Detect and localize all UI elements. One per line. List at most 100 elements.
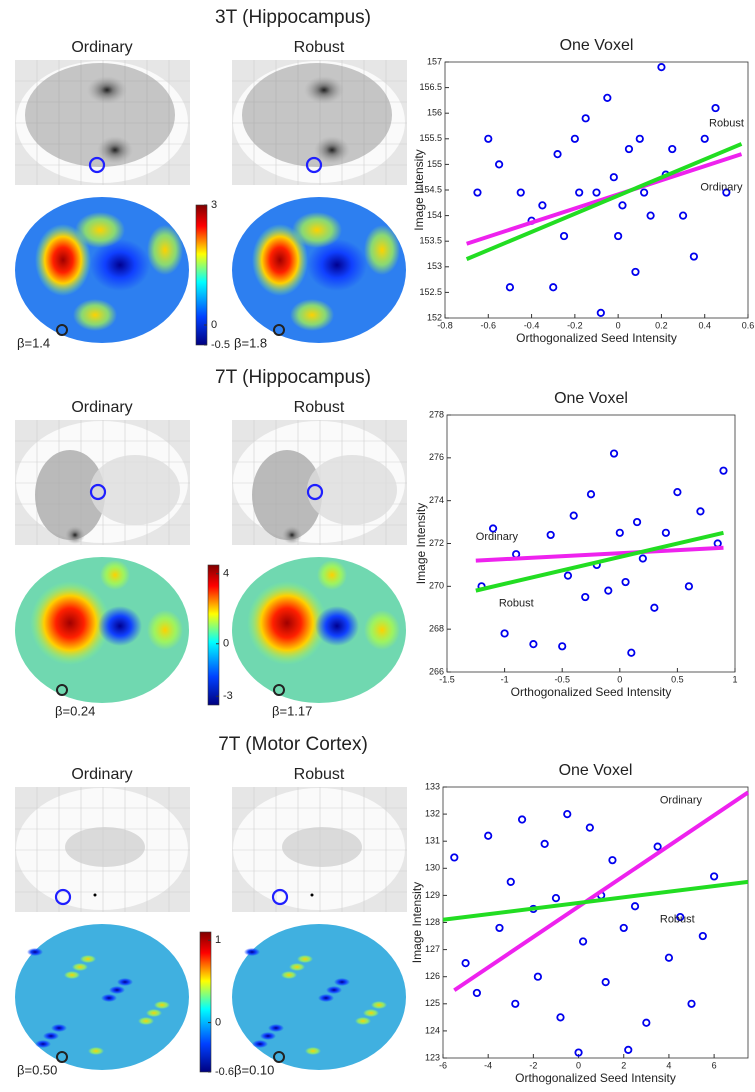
noise-spot [101,994,117,1002]
y-tick-label: 157 [427,56,442,66]
data-point [605,587,611,593]
plot-frame [447,415,735,672]
x-tick-label: -6 [439,1060,447,1070]
noise-spot [318,994,334,1002]
beta-label: β=0.10 [234,1062,274,1077]
noise-spot [88,1047,104,1055]
data-point [541,841,547,847]
noise-spot [43,1032,59,1040]
data-point [550,284,556,290]
data-point [474,990,480,996]
noise-spot [109,986,125,994]
data-point [702,136,708,142]
activation [87,76,127,104]
noise-spot [35,1040,51,1048]
y-tick-label: 272 [429,538,444,548]
colorbar-tick-label: 0 [215,1016,221,1028]
data-point [571,512,577,518]
data-point [518,189,524,195]
data-point [593,189,599,195]
data-point [634,519,640,525]
warm-spot [364,225,400,275]
noise-spot [252,1040,268,1048]
data-point [674,489,680,495]
noise-spot [117,978,133,986]
data-point [611,174,617,180]
x-tick-label: -4 [484,1060,492,1070]
chart-title: One Voxel [554,390,628,407]
line-label: Ordinary [660,794,703,806]
noise-spot [355,1017,371,1025]
x-tick-label: -1 [501,674,509,684]
y-tick-label: 133 [425,781,440,791]
activation [282,827,362,867]
data-point [530,641,536,647]
data-point [720,467,726,473]
section-title: 7T (Hippocampus) [215,367,371,388]
y-axis-label: Image Intensity [410,882,424,963]
data-point [559,643,565,649]
data-point [554,151,560,157]
data-point [519,816,525,822]
warm-spot [147,225,183,275]
y-tick-label: 156.5 [419,82,442,92]
activation [311,894,314,897]
map-label: Robust [294,766,345,783]
data-point [553,895,559,901]
y-tick-label: 154 [427,210,442,220]
map-label: Robust [294,39,345,56]
warm-spot [317,560,347,590]
data-point [474,189,480,195]
colorbar-tick-label: 4 [223,568,229,580]
fit-line [454,792,748,990]
y-tick-label: 153 [427,261,442,271]
noise-spot [80,955,96,963]
data-point [686,583,692,589]
data-point [588,491,594,497]
data-point [628,650,634,656]
data-point [609,857,615,863]
data-point [715,540,721,546]
fit-line [467,154,742,244]
data-point [582,115,588,121]
y-tick-label: 266 [429,666,444,676]
x-axis-label: Orthogonalized Seed Intensity [516,331,677,345]
x-tick-label: -0.2 [567,320,583,330]
plot-frame [443,787,748,1058]
data-point [547,532,553,538]
warm-spot [147,610,183,650]
x-tick-label: 0 [617,674,622,684]
x-tick-label: 0.5 [671,674,684,684]
data-point [564,811,570,817]
data-point [688,1001,694,1007]
activation [282,526,302,544]
x-axis-label: Orthogonalized Seed Intensity [515,1071,676,1085]
data-point [658,64,664,70]
activation [94,894,97,897]
data-point [565,572,571,578]
data-point [619,202,625,208]
activation [65,526,85,544]
data-point [626,146,632,152]
y-axis-label: Image Intensity [412,149,426,230]
data-point [501,630,507,636]
noise-spot [268,1024,284,1032]
x-tick-label: 0.6 [742,320,755,330]
y-tick-label: 276 [429,452,444,462]
data-point [602,979,608,985]
activation [90,455,180,525]
beta-label: β=1.17 [272,703,312,718]
noise-spot [154,1001,170,1009]
data-point [572,136,578,142]
colorbar-tick-label: -0.6 [215,1066,234,1078]
data-point [669,146,675,152]
noise-spot [371,1001,387,1009]
noise-spot [64,971,80,979]
x-tick-label: 1 [732,674,737,684]
data-point [508,879,514,885]
noise-spot [138,1017,154,1025]
y-tick-label: 125 [425,998,440,1008]
data-point [512,1001,518,1007]
noise-spot [289,963,305,971]
warm-spot [100,560,130,590]
